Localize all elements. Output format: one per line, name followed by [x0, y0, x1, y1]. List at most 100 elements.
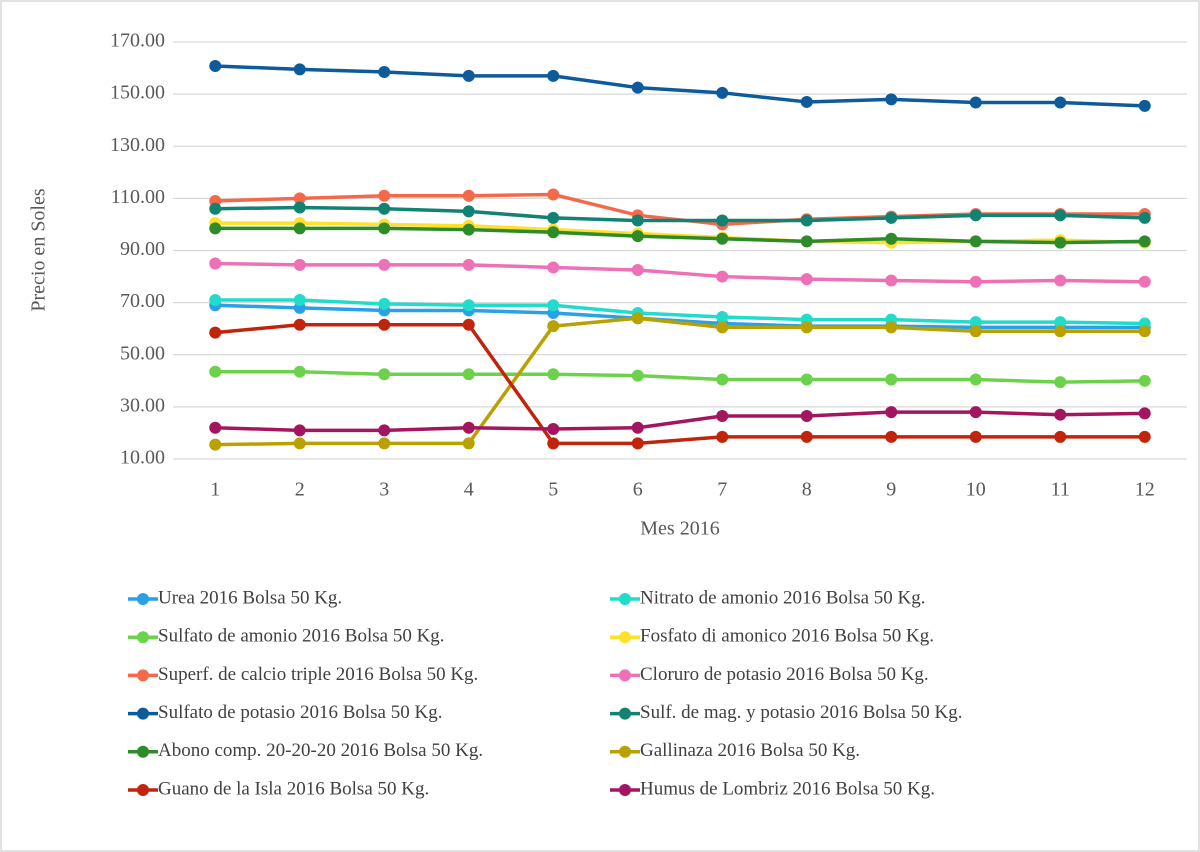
- point: [969, 235, 982, 248]
- point: [716, 214, 729, 227]
- point: [885, 274, 898, 287]
- point: [969, 96, 982, 109]
- x-tick-label: 6: [633, 479, 643, 501]
- series-line: [215, 298, 1145, 326]
- point: [969, 373, 982, 386]
- y-tick-label: 130.00: [110, 134, 165, 156]
- point: [378, 437, 391, 450]
- point: [293, 201, 306, 214]
- point: [631, 312, 644, 325]
- point: [293, 222, 306, 235]
- point: [1054, 325, 1067, 338]
- point: [462, 437, 475, 450]
- point: [547, 69, 560, 82]
- series-line: [215, 261, 1145, 284]
- point: [885, 406, 898, 419]
- point: [885, 211, 898, 224]
- point: [716, 270, 729, 283]
- point: [969, 209, 982, 222]
- x-tick-label: 7: [717, 479, 727, 501]
- point: [209, 59, 222, 72]
- legend-label: Sulfato de amonio 2016 Bolsa 50 Kg.: [158, 626, 445, 647]
- legend-marker: [619, 707, 631, 720]
- x-axis-title: Mes 2016: [640, 518, 719, 540]
- y-axis-title: Precio en Soles: [28, 188, 50, 312]
- point: [378, 202, 391, 215]
- point: [462, 318, 475, 331]
- legend-label: Fosfato di amonico 2016 Bolsa 50 Kg.: [640, 626, 934, 647]
- point: [1054, 274, 1067, 287]
- y-tick-label: 170.00: [110, 30, 165, 52]
- point: [293, 424, 306, 437]
- legend-marker: [619, 631, 631, 644]
- point: [631, 264, 644, 277]
- point: [293, 294, 306, 307]
- point: [547, 226, 560, 239]
- point: [885, 232, 898, 245]
- series-line: [215, 316, 1145, 447]
- point: [969, 325, 982, 338]
- series-line: [215, 226, 1145, 245]
- legend-label: Urea 2016 Bolsa 50 Kg.: [158, 587, 342, 608]
- point: [378, 297, 391, 310]
- point: [631, 421, 644, 434]
- point: [631, 230, 644, 243]
- point: [969, 275, 982, 288]
- series-line: [215, 64, 1145, 108]
- legend-label: Sulf. de mag. y potasio 2016 Bolsa 50 Kg…: [640, 702, 962, 723]
- legend-marker: [619, 745, 631, 758]
- legend-marker: [137, 784, 149, 796]
- y-tick-label: 70.00: [120, 290, 165, 312]
- point: [1054, 408, 1067, 421]
- legend-label: Nitrato de amonio 2016 Bolsa 50 Kg.: [640, 587, 926, 608]
- point: [547, 320, 560, 333]
- point: [547, 211, 560, 224]
- point: [462, 223, 475, 236]
- point: [1054, 316, 1067, 329]
- point: [800, 95, 813, 108]
- point: [547, 261, 560, 274]
- series-line: [215, 369, 1145, 384]
- point: [209, 438, 222, 451]
- point: [631, 437, 644, 450]
- point: [209, 257, 222, 270]
- point: [969, 316, 982, 329]
- legend-label: Sulfato de potasio 2016 Bolsa 50 Kg.: [158, 702, 442, 723]
- y-tick-label: 90.00: [120, 238, 165, 260]
- point: [1138, 275, 1151, 288]
- x-tick-label: 3: [379, 479, 389, 501]
- point: [1138, 325, 1151, 338]
- point: [293, 63, 306, 76]
- point: [547, 368, 560, 381]
- x-tick-label: 11: [1051, 479, 1070, 501]
- legend-marker: [137, 631, 149, 644]
- point: [800, 321, 813, 334]
- legend-label: Gallinaza 2016 Bolsa 50 Kg.: [640, 740, 860, 761]
- point: [209, 294, 222, 307]
- point: [1138, 407, 1151, 420]
- x-tick-label: 2: [295, 479, 305, 501]
- point: [547, 188, 560, 201]
- point: [462, 189, 475, 202]
- point: [1138, 99, 1151, 112]
- point: [209, 365, 222, 378]
- y-tick-label: 30.00: [120, 394, 165, 416]
- y-tick-label: 150.00: [110, 82, 165, 104]
- point: [631, 81, 644, 94]
- legend-label: Abono comp. 20-20-20 2016 Bolsa 50 Kg.: [158, 740, 483, 761]
- point: [1054, 430, 1067, 443]
- y-tick-label: 10.00: [120, 447, 165, 469]
- point: [969, 430, 982, 443]
- point: [462, 258, 475, 271]
- legend-label: Humus de Lombriz 2016 Bolsa 50 Kg.: [640, 778, 935, 799]
- legend-label: Superf. de calcio triple 2016 Bolsa 50 K…: [158, 664, 478, 685]
- point: [462, 299, 475, 312]
- point: [716, 232, 729, 245]
- point: [631, 369, 644, 382]
- point: [378, 189, 391, 202]
- point: [209, 421, 222, 434]
- point: [293, 437, 306, 450]
- series-line: [215, 410, 1145, 433]
